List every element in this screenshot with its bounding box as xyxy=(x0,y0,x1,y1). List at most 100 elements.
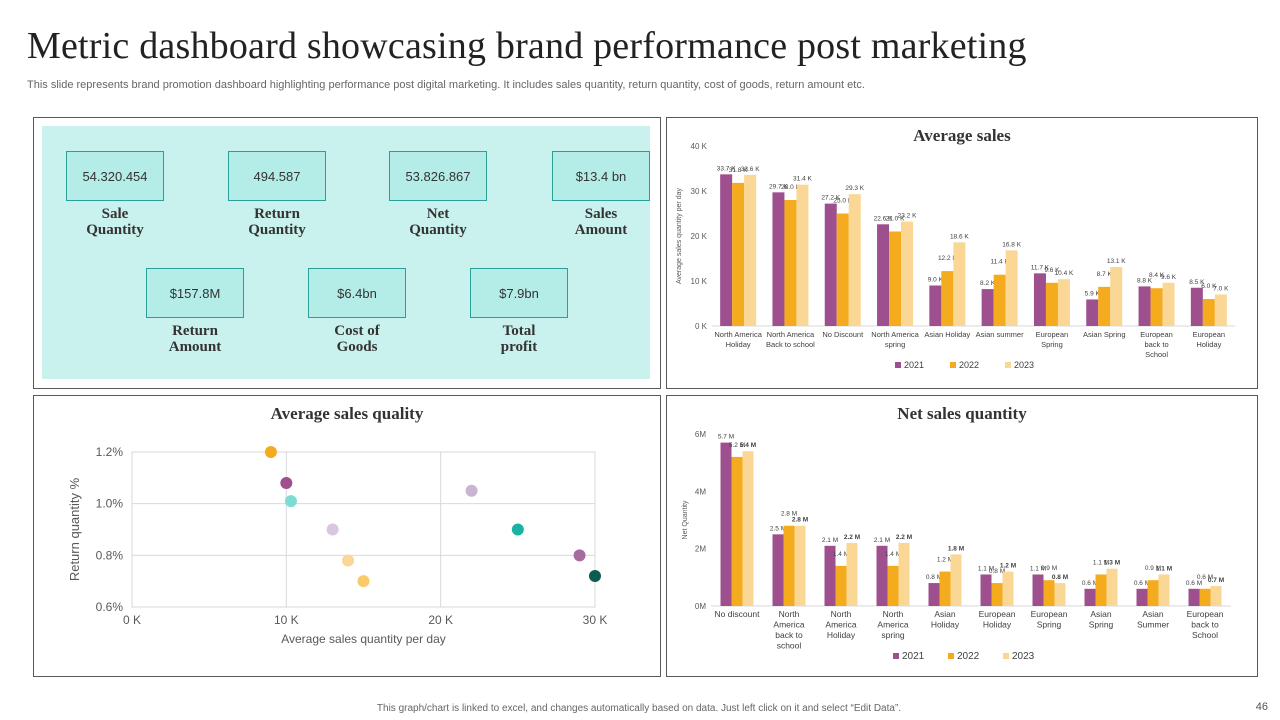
legend-swatch-2022 xyxy=(948,653,954,659)
data-label: 0.8 M xyxy=(989,568,1005,575)
category-label: Holiday xyxy=(983,620,1012,630)
bar-2022 xyxy=(1150,288,1163,326)
data-label: 1.4 M xyxy=(885,551,901,558)
bar-2021 xyxy=(981,289,994,326)
kpi-net-quantity: 53.826.867 Net Quantity xyxy=(363,151,513,238)
category-label: Spring xyxy=(1089,620,1114,630)
data-label: 8.4 K xyxy=(1149,272,1165,279)
bar-2022 xyxy=(783,525,795,606)
x-axis-label: Average sales quantity per day xyxy=(281,632,446,646)
bar-2021 xyxy=(1136,588,1148,606)
bar-2021 xyxy=(720,174,733,326)
bar-2021 xyxy=(772,534,784,606)
bar-2021 xyxy=(1188,588,1200,606)
data-label: 8.2 K xyxy=(980,280,996,287)
bar-2021 xyxy=(824,203,837,326)
legend-swatch-2023 xyxy=(1005,362,1011,368)
y-tick-label: 10 K xyxy=(691,277,708,286)
data-label: 2.5 M xyxy=(770,525,786,532)
category-label: No Discount xyxy=(822,330,864,339)
bar-2022 xyxy=(1199,588,1211,606)
category-label: back to xyxy=(1191,620,1219,630)
data-label: 0.7 M xyxy=(1208,577,1224,584)
scatter-point xyxy=(264,446,277,458)
bar-2022 xyxy=(991,583,1003,606)
data-label: 0.6 M xyxy=(1197,574,1213,581)
data-label: 16.8 K xyxy=(1002,241,1021,248)
bar-2022 xyxy=(993,274,1006,326)
scatter-point xyxy=(280,477,293,489)
data-label: 13.1 K xyxy=(1107,258,1126,265)
data-label: 5.2 M xyxy=(729,442,745,449)
data-label: 7.0 K xyxy=(1213,286,1229,293)
average-sales-panel: Average sales 0 K 10 K 20 K 30 K 40 K Average… xyxy=(666,117,1258,389)
kpi-return-amount: $157.8M Return Amount xyxy=(120,268,270,355)
legend-label: 2021 xyxy=(902,651,925,662)
kpi-total-profit: $7.9bn Total profit xyxy=(444,268,594,355)
data-label: 9.6 K xyxy=(1044,267,1060,274)
kpi-background: 54.320.454 Sale Quantity 494.587 Return … xyxy=(42,126,650,379)
category-label: Spring xyxy=(1037,620,1062,630)
category-label: Holiday xyxy=(1196,340,1221,349)
y-tick-label: 1.0% xyxy=(96,497,124,511)
data-label: 18.6 K xyxy=(950,233,969,240)
kpi-label: Return Quantity xyxy=(248,206,306,238)
category-label: European xyxy=(1193,330,1226,339)
bar-2023 xyxy=(742,451,754,606)
data-label: 0.8 M xyxy=(1052,574,1068,581)
legend-label: 2022 xyxy=(957,651,980,662)
kpi-value: 54.320.454 xyxy=(66,151,164,201)
legend-label: 2023 xyxy=(1012,651,1035,662)
legend-swatch-2023 xyxy=(1003,653,1009,659)
kpi-sale-quantity: 54.320.454 Sale Quantity xyxy=(40,151,190,238)
data-label: 11.4 K xyxy=(990,259,1009,266)
bar-2023 xyxy=(1057,279,1070,326)
bar-2023 xyxy=(796,184,809,326)
data-label: 27.2 K xyxy=(821,195,840,202)
y-tick-label: 20 K xyxy=(691,232,708,241)
data-label: 2.8 M xyxy=(781,511,797,518)
data-label: 2.2 M xyxy=(896,534,912,541)
x-tick-label: 20 K xyxy=(428,613,453,627)
category-label: Summer xyxy=(1137,620,1169,630)
data-label: 25.0 K xyxy=(833,198,852,205)
category-label: back to xyxy=(775,630,803,640)
bar-2023 xyxy=(1005,250,1018,326)
data-label: 12.2 K xyxy=(938,255,957,262)
bar-2021 xyxy=(1086,299,1099,326)
category-label: European xyxy=(979,609,1016,619)
y-tick-label: 0M xyxy=(695,602,706,611)
y-axis-label: Net Quantity xyxy=(682,500,689,539)
data-label: 5.9 K xyxy=(1085,290,1101,297)
bar-2021 xyxy=(928,583,940,606)
legend-label: 2022 xyxy=(959,360,979,370)
kpi-value: $157.8M xyxy=(146,268,244,318)
bar-2021 xyxy=(1033,273,1046,326)
category-label: European xyxy=(1187,609,1224,619)
data-label: 29.3 K xyxy=(845,185,864,192)
category-label: Asian Holiday xyxy=(924,330,970,339)
category-label: Holiday xyxy=(827,630,856,640)
category-label: Asian xyxy=(1090,609,1112,619)
data-label: 1.8 M xyxy=(948,545,964,552)
legend-label: 2021 xyxy=(904,360,924,370)
category-label: America xyxy=(877,620,908,630)
data-label: 10.4 K xyxy=(1055,270,1074,277)
data-label: 0.6 M xyxy=(1186,580,1202,587)
category-label: Asian Spring xyxy=(1083,330,1126,339)
kpi-label: Sale Quantity xyxy=(86,206,144,238)
y-tick-label: 1.2% xyxy=(96,445,124,459)
category-label: North America xyxy=(767,330,815,339)
bar-2023 xyxy=(848,194,861,326)
bar-2022 xyxy=(1098,286,1111,326)
page-title: Metric dashboard showcasing brand perfor… xyxy=(27,25,1027,67)
bar-2023 xyxy=(744,174,757,326)
x-tick-label: 10 K xyxy=(274,613,299,627)
scatter-point xyxy=(357,575,370,588)
page-subtitle: This slide represents brand promotion da… xyxy=(27,79,865,91)
chart-title: Average sales quality xyxy=(270,404,424,423)
category-label: America xyxy=(825,620,856,630)
category-label: School xyxy=(1192,630,1218,640)
data-label: 0.9 M xyxy=(1041,565,1057,572)
kpi-label: Total profit xyxy=(500,323,538,355)
